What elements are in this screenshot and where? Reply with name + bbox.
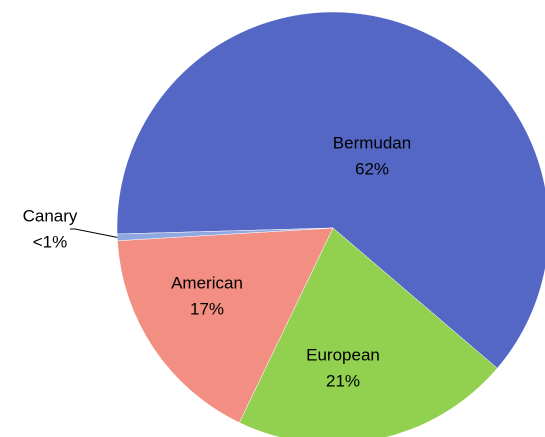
slice-value-label: 62%: [355, 159, 389, 178]
slice-value-label: 17%: [190, 299, 224, 318]
pie-slice: [117, 227, 334, 423]
slice-label: Bermudan: [333, 133, 411, 152]
pie-slice: [238, 227, 498, 437]
slice-label: American: [171, 273, 243, 292]
pie-slice: [116, 11, 545, 369]
slice-value-label: <1%: [33, 232, 68, 251]
slice-label: European: [306, 345, 380, 364]
leader-line: [70, 228, 118, 238]
slice-value-label: 21%: [326, 371, 360, 390]
slice-label: Canary: [23, 206, 78, 225]
